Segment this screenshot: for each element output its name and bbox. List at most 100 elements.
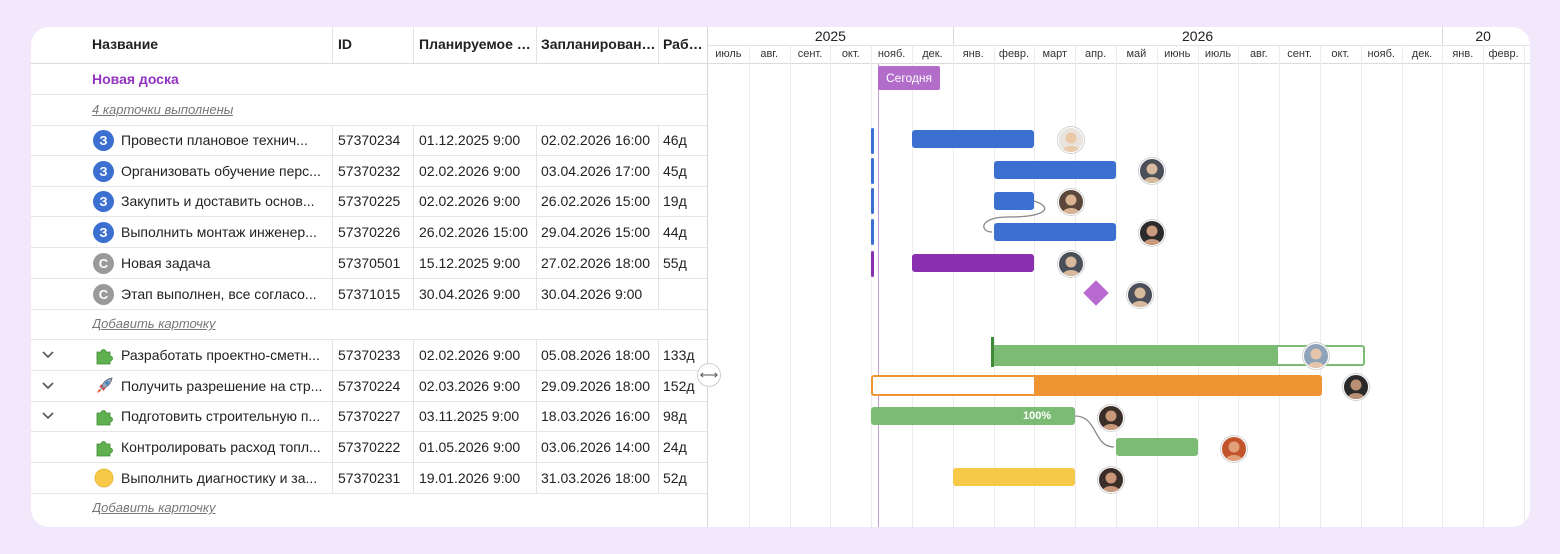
assignee-avatar[interactable] <box>1058 189 1084 215</box>
bar-fuel-control[interactable] <box>1116 438 1198 456</box>
chevron-down-icon[interactable] <box>41 371 55 401</box>
grid-line <box>1279 45 1281 527</box>
bar-training[interactable] <box>994 161 1116 179</box>
table-row[interactable]: Контролировать расход топл... 57370222 01.… <box>31 432 707 464</box>
assignee-avatar[interactable] <box>1139 158 1165 184</box>
table-row[interactable]: З Провести плановое технич... 57370234 01.1… <box>31 125 707 156</box>
assignee-avatar[interactable] <box>1303 343 1329 369</box>
task-title[interactable]: Получить разрешение на стр... <box>121 377 323 394</box>
task-start: 26.02.2026 15:00 <box>419 224 528 241</box>
task-start: 02.02.2026 9:00 <box>419 193 521 210</box>
column-scheduled-end-header[interactable]: Запланированн... <box>541 36 659 52</box>
task-title[interactable]: Провести плановое технич... <box>121 132 308 148</box>
bar-diagnostics[interactable] <box>953 468 1075 486</box>
task-id: 57370227 <box>338 408 401 425</box>
col-divider <box>332 27 333 63</box>
month-label: июль <box>715 48 742 60</box>
task-title[interactable]: Выполнить монтаж инженер... <box>121 224 317 241</box>
month-label: авг. <box>1249 48 1268 60</box>
done-cards-link[interactable]: 4 карточки выполнены <box>92 102 234 117</box>
progress-label: 100% <box>1023 410 1052 422</box>
grid-line <box>748 45 750 527</box>
start-marker[interactable] <box>871 219 874 245</box>
grid-line <box>1238 45 1240 527</box>
task-end: 03.04.2026 17:00 <box>541 162 650 179</box>
month-label: апр. <box>1084 48 1107 60</box>
month-label: окт. <box>841 48 860 60</box>
start-marker[interactable] <box>871 251 874 277</box>
column-planned-start-header[interactable]: Планируемое н... <box>419 36 534 52</box>
grid-line <box>912 45 913 527</box>
milestone-diamond[interactable] <box>1083 280 1109 306</box>
bar-new-task[interactable] <box>912 254 1034 272</box>
task-end: 27.02.2026 18:00 <box>541 254 650 271</box>
task-title[interactable]: Новая задача <box>121 254 211 271</box>
grid-line <box>952 45 954 527</box>
puzzle-icon <box>93 344 115 366</box>
board-title[interactable]: Новая доска <box>92 71 179 87</box>
circle-icon <box>93 467 115 489</box>
done-row: 4 карточки выполнены <box>31 95 707 126</box>
bar-installation[interactable] <box>994 223 1116 241</box>
assignee-avatar[interactable] <box>1058 251 1084 277</box>
bar-maintenance[interactable] <box>912 130 1034 148</box>
resize-horizontal-icon[interactable]: ⟷ <box>697 363 721 387</box>
today-label[interactable]: Сегодня <box>878 66 940 90</box>
task-title[interactable]: Закупить и доставить основ... <box>121 193 315 210</box>
grid-line <box>1116 45 1117 527</box>
column-name-header[interactable]: Название <box>92 36 159 52</box>
add-card-link[interactable]: Добавить карточку <box>92 316 216 331</box>
table-row[interactable]: З Закупить и доставить основ... 57370225 02… <box>31 186 707 218</box>
month-label: янв. <box>962 48 984 60</box>
table-row[interactable]: Подготовить строительную п... 57370227 03.… <box>31 401 707 433</box>
assignee-avatar[interactable] <box>1098 467 1124 493</box>
table-row[interactable]: Получить разрешение на стр... 57370224 02.… <box>31 371 707 402</box>
table-row[interactable]: З Выполнить монтаж инженер... 57370226 26.0… <box>31 217 707 249</box>
add-card-link-2[interactable]: Добавить карточку <box>92 500 216 515</box>
header-line <box>708 45 1530 46</box>
table-row[interactable]: Выполнить диагностику и за... 57370231 19.… <box>31 463 707 494</box>
column-workdays-header[interactable]: Рабоча <box>663 36 707 52</box>
add-card-row-2: Добавить карточку <box>31 493 707 523</box>
bar-prepare-site[interactable] <box>871 407 1075 425</box>
task-duration: 52д <box>663 469 687 486</box>
task-end: 30.04.2026 9:00 <box>541 285 643 302</box>
task-title[interactable]: Контролировать расход топл... <box>121 439 321 456</box>
assignee-avatar[interactable] <box>1098 405 1124 431</box>
start-marker[interactable] <box>871 158 874 184</box>
task-end: 18.03.2026 16:00 <box>541 408 650 425</box>
task-title[interactable]: Организовать обучение перс... <box>121 162 321 179</box>
start-marker[interactable] <box>871 128 874 154</box>
task-start: 01.05.2026 9:00 <box>419 439 521 456</box>
bar-purchase[interactable] <box>994 192 1034 210</box>
assignee-avatar[interactable] <box>1139 220 1165 246</box>
chevron-down-icon[interactable] <box>41 401 55 431</box>
month-label: нояб. <box>877 48 906 60</box>
puzzle-icon <box>93 436 115 458</box>
task-title[interactable]: Подготовить строительную п... <box>121 408 321 425</box>
assignee-avatar[interactable] <box>1343 374 1369 400</box>
table-row[interactable]: З Организовать обучение перс... 57370232 02… <box>31 156 707 187</box>
table-row[interactable]: С Этап выполнен, все согласо... 57371015 30… <box>31 279 707 310</box>
task-end: 02.02.2026 16:00 <box>541 132 650 148</box>
status-badge: С <box>93 283 114 305</box>
task-title[interactable]: Выполнить диагностику и за... <box>121 469 318 486</box>
status-badge: С <box>93 252 114 274</box>
task-duration: 152д <box>663 377 695 394</box>
assignee-avatar[interactable] <box>1058 127 1084 153</box>
table-row[interactable]: Разработать проектно-сметн... 57370233 02.… <box>31 340 707 371</box>
task-start: 02.02.2026 9:00 <box>419 162 521 179</box>
month-label: февр. <box>998 48 1030 60</box>
add-card-row: Добавить карточку <box>31 309 707 340</box>
assignee-avatar[interactable] <box>1221 436 1247 462</box>
chevron-down-icon[interactable] <box>41 340 55 370</box>
start-marker[interactable] <box>871 188 874 214</box>
task-duration: 55д <box>663 254 687 271</box>
assignee-avatar[interactable] <box>1127 282 1153 308</box>
task-title[interactable]: Разработать проектно-сметн... <box>121 347 320 363</box>
column-id-header[interactable]: ID <box>338 36 352 52</box>
table-row[interactable]: С Новая задача 57370501 15.12.2025 9:00 27.0… <box>31 248 707 279</box>
task-title[interactable]: Этап выполнен, все согласо... <box>121 285 317 302</box>
grid-line <box>1360 45 1362 527</box>
grid-line <box>1524 45 1525 527</box>
